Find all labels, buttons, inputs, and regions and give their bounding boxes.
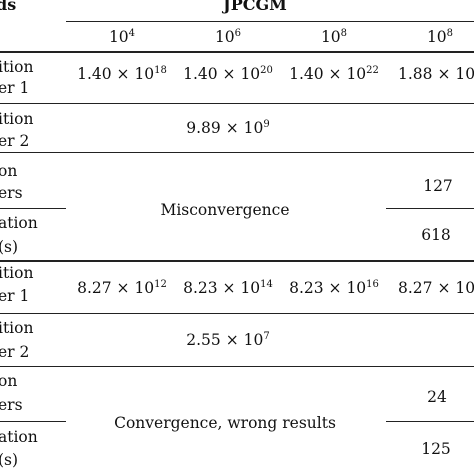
block2-time-label-line1: ation	[0, 428, 38, 446]
block2-row1-label-line1: ition	[0, 264, 34, 282]
block1-bottom-rule	[0, 260, 474, 262]
block2-row2-label-line1: ition	[0, 319, 34, 337]
block1-last-time: 618	[421, 226, 451, 244]
block1-iterations-label-line1: on	[0, 162, 18, 180]
block1-time-label-line2: (s)	[0, 238, 19, 256]
block1-row1-cell-1: 1.40 × 1018	[77, 64, 167, 83]
block1-row2-merged-cell: 9.89 × 109	[186, 118, 270, 137]
block2-row2-label-line2: er 2	[0, 343, 30, 361]
column-header-2: 106	[214, 27, 242, 46]
method-header-label: ds	[0, 0, 17, 14]
block1-row1-label-line1: ition	[0, 58, 34, 76]
block1-last-iterations: 127	[423, 177, 453, 195]
block1-iterations-label-line2: ers	[0, 184, 23, 202]
block1-time-label-line1: ation	[0, 214, 38, 232]
block2-last-divider	[386, 421, 474, 422]
block2-convergence-wrong-text: Convergence, wrong results	[114, 414, 336, 432]
block1-row2-bottom-rule	[0, 152, 474, 153]
block2-row1-cell-1: 8.27 × 1012	[77, 278, 167, 297]
block2-row1-cell-3: 8.23 × 1016	[289, 278, 379, 297]
block2-row2-bottom-rule	[0, 366, 474, 367]
block2-row1-bottom-rule	[0, 313, 474, 314]
jpcgm-group-title: JPCGM	[223, 0, 287, 14]
block1-row1-cell-4: 1.88 × 10	[398, 65, 474, 83]
block1-row1-bottom-rule	[0, 103, 474, 104]
block2-row2-merged-cell: 2.55 × 107	[186, 330, 270, 349]
block2-time-label-line2: (s)	[0, 451, 19, 469]
block2-last-iterations: 24	[427, 388, 447, 406]
column-header-4: 108	[426, 27, 454, 46]
block2-row1-cell-4: 8.27 × 10	[398, 279, 474, 297]
block2-iterations-label-line2: ers	[0, 396, 23, 414]
block2-last-time: 125	[421, 440, 451, 458]
header-bottom-rule	[0, 51, 474, 53]
block1-last-divider	[386, 208, 474, 209]
group-underline	[66, 21, 474, 22]
block2-row1-cell-2: 8.23 × 1014	[183, 278, 273, 297]
block2-label-divider	[0, 421, 66, 422]
block1-row1-label-line2: er 1	[0, 79, 30, 97]
block1-row2-label-line2: er 2	[0, 132, 30, 150]
block2-iterations-label-line1: on	[0, 372, 18, 390]
block1-misconvergence-text: Misconvergence	[160, 201, 290, 219]
block1-row2-label-line1: ition	[0, 110, 34, 128]
block1-label-divider	[0, 208, 66, 209]
column-header-1: 104	[108, 27, 136, 46]
block2-row1-label-line2: er 1	[0, 287, 30, 305]
column-header-3: 108	[320, 27, 348, 46]
block1-row1-cell-3: 1.40 × 1022	[289, 64, 379, 83]
block1-row1-cell-2: 1.40 × 1020	[183, 64, 273, 83]
